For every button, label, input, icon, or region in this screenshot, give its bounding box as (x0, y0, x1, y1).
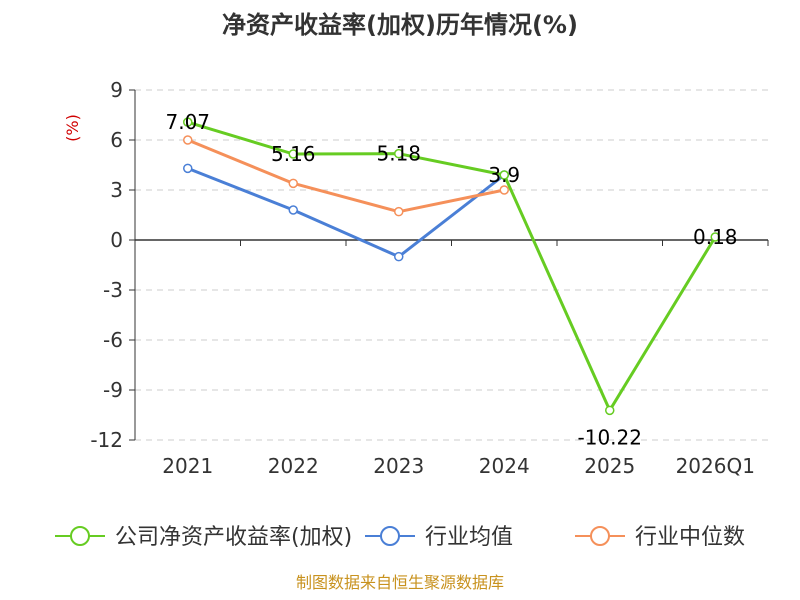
y-axis-label: (%) (63, 114, 82, 142)
data-label: 3.9 (488, 163, 520, 187)
y-tick-label: 0 (110, 228, 123, 252)
source-note: 制图数据来自恒生聚源数据库 (296, 573, 504, 592)
y-tick-label: -6 (103, 328, 123, 352)
data-point (499, 170, 509, 180)
x-tick-label: 2021 (162, 454, 213, 478)
data-labels: 7.07 5.16 5.18 3.9 -10.22 0.18 (165, 110, 737, 449)
series-line (187, 120, 717, 412)
x-tick-label: 2024 (479, 454, 530, 478)
legend-label: 行业中位数 (635, 525, 745, 550)
data-point (288, 178, 298, 189)
data-point (288, 205, 298, 215)
data-point (394, 148, 404, 159)
legend-label: 公司净资产收益率(加权) (115, 525, 352, 550)
legend-swatch-marker (590, 526, 610, 546)
series-line (187, 138, 505, 214)
legend-label: 行业均值 (425, 525, 513, 550)
legend-swatch-marker (380, 526, 400, 546)
x-tick-label: 2026Q1 (676, 454, 755, 478)
axes: 9 6 3 0 -3 -6 -9 -12 2021 2022 2023 2024 2025 2026Q1 (90, 78, 769, 478)
data-label: 0.18 (693, 225, 738, 249)
legend-item[interactable]: 公司净资产收益率(加权) (55, 525, 352, 550)
data-point (288, 149, 298, 159)
legend-swatch-marker (70, 526, 90, 546)
y-tick-label: -9 (103, 378, 123, 402)
y-tick-label: -3 (103, 278, 123, 302)
data-point (183, 163, 193, 174)
chart-title: 净资产收益率(加权)历年情况(%) (222, 11, 578, 39)
legend-item[interactable]: 行业均值 (365, 525, 513, 550)
legend[interactable]: 公司净资产收益率(加权) 行业均值 行业中位数 (55, 525, 745, 550)
x-tick-label: 2023 (373, 454, 424, 478)
data-label: 5.16 (271, 142, 316, 166)
grid-lines (135, 89, 768, 441)
data-label: -10.22 (578, 425, 642, 449)
x-tick-label: 2022 (268, 454, 319, 478)
y-tick-label: 9 (110, 78, 123, 102)
data-point (394, 206, 404, 217)
x-tick-label: 2025 (584, 454, 635, 478)
data-label: 5.18 (376, 142, 421, 166)
series-layer (183, 117, 720, 416)
data-point (183, 135, 193, 145)
y-tick-label: 3 (110, 178, 123, 202)
series-line (187, 166, 506, 259)
data-label: 7.07 (165, 110, 210, 134)
y-tick-label: 6 (110, 128, 123, 152)
data-point (183, 117, 193, 127)
legend-item[interactable]: 行业中位数 (575, 525, 745, 550)
data-point (499, 185, 509, 195)
data-point (394, 251, 404, 262)
data-point (710, 232, 720, 242)
data-point (605, 405, 615, 416)
y-tick-label: -12 (90, 428, 123, 452)
